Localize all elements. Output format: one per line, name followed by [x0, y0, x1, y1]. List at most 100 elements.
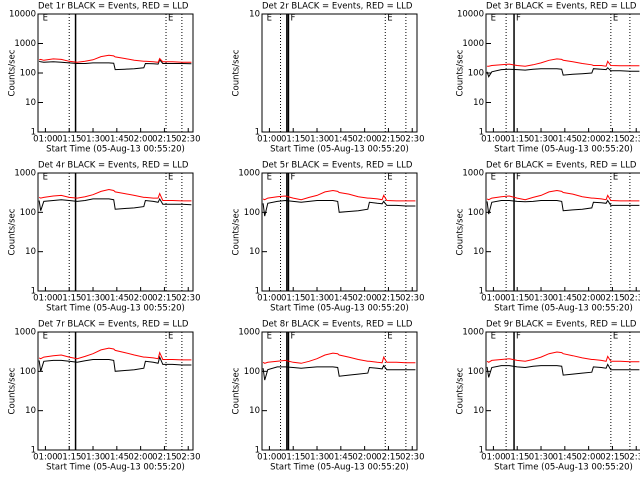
marker-label: E: [168, 332, 173, 342]
x-tick-label: 02:15: [376, 135, 401, 145]
marker-label: F: [290, 14, 295, 24]
plot-frame: [485, 13, 640, 133]
x-tick-label: 02:30: [624, 135, 640, 145]
x-tick-label: 02:15: [152, 294, 177, 304]
marker-label: E: [387, 173, 392, 183]
x-axis-label: Start Time (05-Aug-13 00:55:20): [46, 304, 185, 314]
x-tick-label: 01:00: [33, 135, 58, 145]
y-tick-label: 100: [20, 208, 36, 218]
y-axis-label: Counts/sec: [8, 208, 18, 255]
y-tick-label: 100: [20, 69, 36, 79]
x-tick-label: 02:30: [176, 135, 201, 145]
x-tick-label: 01:00: [481, 453, 506, 463]
y-tick-label: 10: [25, 406, 36, 416]
data-line: [38, 58, 192, 71]
plot-frame: [37, 13, 194, 133]
marker-label: E: [491, 332, 496, 342]
x-tick-label: 01:15: [505, 453, 530, 463]
marker-label: F: [516, 173, 521, 183]
x-tick-label: 01:00: [33, 294, 58, 304]
y-tick-label: 1: [479, 287, 484, 297]
y-tick-label: 100: [20, 367, 36, 377]
y-tick-label: 1000: [14, 328, 36, 338]
plot-frame: [37, 172, 194, 292]
x-tick-label: 01:30: [81, 453, 106, 463]
y-tick-label: 100: [468, 208, 484, 218]
x-axis-label: Start Time (05-Aug-13 00:55:20): [46, 145, 185, 155]
data-line: [487, 58, 640, 67]
marker-label: E: [613, 173, 618, 183]
y-tick-label: 1000: [238, 328, 260, 338]
x-tick-label: 02:00: [352, 294, 377, 304]
marker-label: E: [387, 332, 392, 342]
y-tick-label: 1: [255, 128, 260, 138]
y-tick-label: 10000: [9, 10, 36, 20]
y-tick-label: 10: [473, 98, 484, 108]
y-tick-label: 1000: [462, 328, 484, 338]
x-tick-label: 01:30: [81, 294, 106, 304]
y-tick-label: 10: [249, 10, 260, 20]
data-line: [262, 364, 416, 381]
y-tick-label: 100: [244, 367, 260, 377]
marker-label: E: [267, 332, 272, 342]
data-line: [38, 54, 192, 63]
data-line: [262, 189, 416, 202]
y-axis-label: Counts/sec: [8, 49, 18, 96]
y-axis-label: Counts/sec: [456, 367, 466, 414]
y-axis-label: Counts/sec: [232, 49, 242, 96]
y-tick-label: 1000: [14, 169, 36, 179]
x-axis-label: Start Time (05-Aug-13 00:55:20): [270, 304, 409, 314]
data-line: [38, 347, 192, 361]
marker-label: E: [613, 332, 618, 342]
plot-frame: [261, 331, 418, 451]
x-tick-label: 01:30: [529, 294, 554, 304]
x-tick-label: 02:00: [576, 453, 601, 463]
y-tick-label: 10: [249, 247, 260, 257]
plot-frame: [261, 172, 418, 292]
x-tick-label: 01:00: [257, 135, 282, 145]
x-tick-label: 02:00: [352, 453, 377, 463]
y-axis-label: Counts/sec: [456, 49, 466, 96]
y-tick-label: 100: [468, 367, 484, 377]
marker-label: E: [267, 173, 272, 183]
x-tick-label: 02:15: [600, 135, 625, 145]
data-line: [486, 363, 640, 378]
data-line: [38, 188, 192, 202]
chart-title: Det 2r BLACK = Events, RED = LLD: [262, 2, 413, 12]
marker-label: F: [516, 14, 521, 24]
x-tick-label: 01:45: [329, 135, 354, 145]
chart-title: Det 6r BLACK = Events, RED = LLD: [486, 161, 637, 171]
x-tick-label: 02:00: [576, 294, 601, 304]
x-tick-label: 01:00: [33, 453, 58, 463]
plot-frame: [485, 172, 640, 292]
x-axis-label: Start Time (05-Aug-13 00:55:20): [494, 145, 633, 155]
x-tick-label: 01:00: [257, 294, 282, 304]
y-tick-label: 1: [31, 287, 36, 297]
y-tick-label: 100: [468, 69, 484, 79]
marker-label: F: [290, 173, 295, 183]
chart-title: Det 7r BLACK = Events, RED = LLD: [38, 320, 189, 330]
plot-frame: [261, 13, 418, 133]
y-tick-label: 1: [479, 446, 484, 456]
y-tick-label: 100: [244, 208, 260, 218]
x-tick-label: 01:15: [281, 135, 306, 145]
x-axis-label: Start Time (05-Aug-13 00:55:20): [46, 463, 185, 473]
x-tick-label: 02:15: [600, 453, 625, 463]
data-line: [38, 355, 192, 372]
x-tick-label: 01:45: [105, 294, 130, 304]
data-line: [486, 189, 640, 202]
x-tick-label: 01:45: [553, 453, 578, 463]
chart-title: Det 3r BLACK = Events, RED = LLD: [486, 2, 637, 12]
data-line: [262, 352, 416, 364]
x-tick-label: 01:15: [505, 294, 530, 304]
marker-label: E: [491, 173, 496, 183]
y-tick-label: 1000: [462, 39, 484, 49]
x-tick-label: 02:30: [624, 453, 640, 463]
y-tick-label: 1: [255, 446, 260, 456]
x-axis-label: Start Time (05-Aug-13 00:55:20): [494, 463, 633, 473]
x-tick-label: 01:15: [57, 453, 82, 463]
x-tick-label: 02:30: [176, 453, 201, 463]
x-tick-label: 01:30: [305, 453, 330, 463]
x-axis-label: Start Time (05-Aug-13 00:55:20): [270, 145, 409, 155]
